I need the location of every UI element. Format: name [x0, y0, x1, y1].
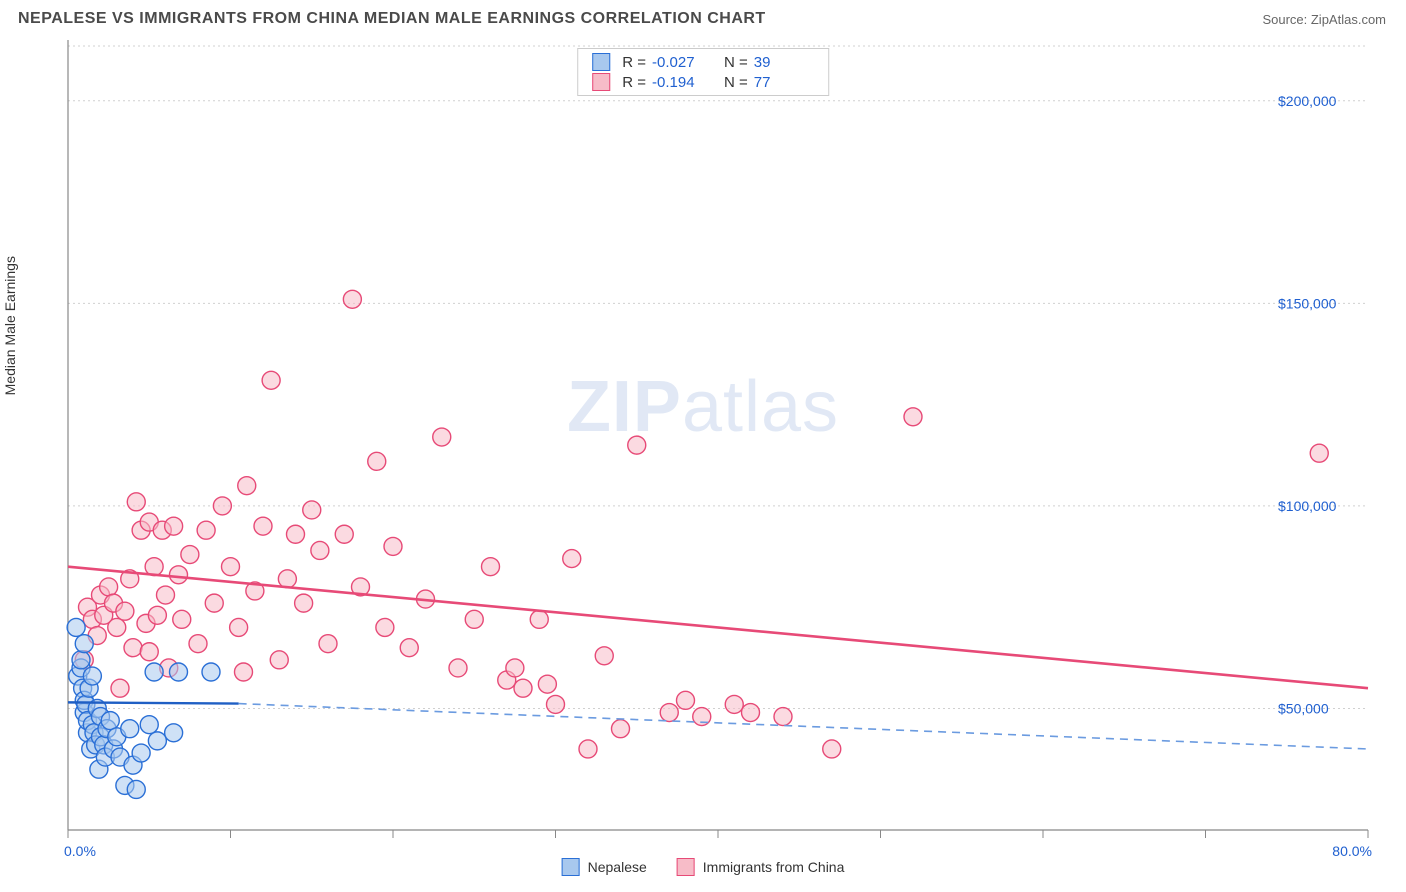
svg-text:$200,000: $200,000: [1278, 93, 1337, 109]
svg-text:$50,000: $50,000: [1278, 700, 1329, 716]
svg-text:0.0%: 0.0%: [64, 843, 96, 859]
chart-area: Median Male Earnings $50,000$100,000$150…: [18, 40, 1388, 874]
legend-swatch-pink: [677, 858, 695, 876]
svg-text:$100,000: $100,000: [1278, 498, 1337, 514]
y-axis-label: Median Male Earnings: [2, 256, 18, 395]
svg-text:$150,000: $150,000: [1278, 295, 1337, 311]
series-legend: Nepalese Immigrants from China: [562, 858, 845, 876]
legend-row: R = -0.027 N = 39: [592, 53, 814, 71]
svg-text:80.0%: 80.0%: [1332, 843, 1372, 859]
legend-swatch-blue: [562, 858, 580, 876]
correlation-legend: R = -0.027 N = 39 R = -0.194 N = 77: [577, 48, 829, 96]
scatter-chart-svg: $50,000 $100,000 $150,000 $200,000 0.0% 80.0%: [18, 40, 1388, 874]
chart-title: NEPALESE VS IMMIGRANTS FROM CHINA MEDIAN…: [18, 10, 766, 28]
legend-swatch-blue: [592, 53, 610, 71]
chart-source: Source: ZipAtlas.com: [1262, 12, 1386, 27]
legend-label: Immigrants from China: [703, 859, 845, 875]
legend-row: R = -0.194 N = 77: [592, 73, 814, 91]
chart-header: NEPALESE VS IMMIGRANTS FROM CHINA MEDIAN…: [0, 0, 1406, 36]
legend-item: Immigrants from China: [677, 858, 845, 876]
legend-swatch-pink: [592, 73, 610, 91]
legend-item: Nepalese: [562, 858, 647, 876]
legend-label: Nepalese: [588, 859, 647, 875]
